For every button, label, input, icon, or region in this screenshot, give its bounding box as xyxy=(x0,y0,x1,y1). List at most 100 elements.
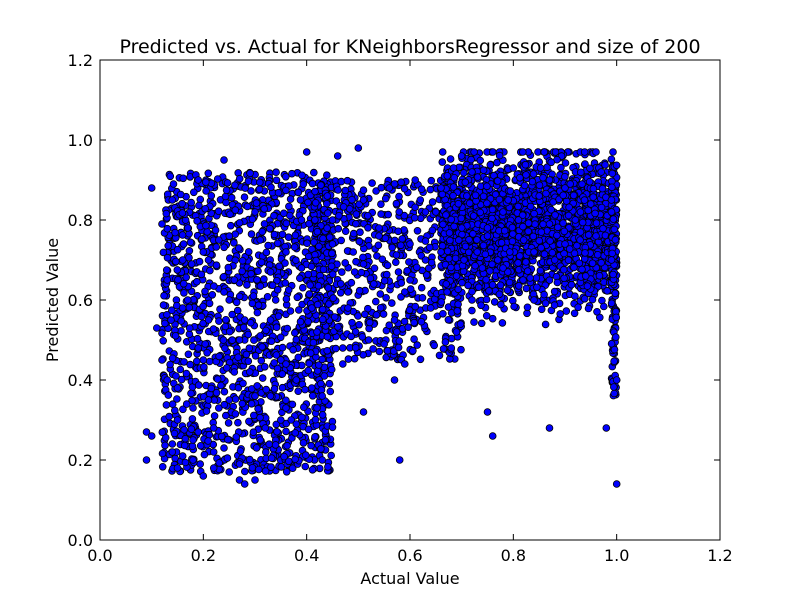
data-point xyxy=(376,290,385,298)
data-point xyxy=(474,283,483,292)
data-point xyxy=(160,291,168,300)
data-point xyxy=(535,237,544,245)
data-point xyxy=(282,219,291,228)
data-point xyxy=(267,183,275,192)
data-point xyxy=(225,296,234,304)
data-point xyxy=(412,263,421,272)
data-point xyxy=(584,304,593,313)
data-point xyxy=(486,267,494,275)
data-point xyxy=(418,293,427,302)
data-point xyxy=(352,220,360,228)
data-point xyxy=(334,224,343,233)
data-point xyxy=(482,295,491,304)
data-point xyxy=(235,292,244,301)
data-point xyxy=(161,319,169,328)
data-point xyxy=(528,177,537,186)
data-point xyxy=(199,356,208,364)
data-point xyxy=(273,364,282,373)
data-point xyxy=(583,282,592,290)
data-point xyxy=(578,180,586,188)
data-point xyxy=(341,186,350,195)
data-point xyxy=(270,359,279,367)
data-point xyxy=(244,357,253,366)
data-point xyxy=(428,226,437,235)
data-point xyxy=(211,226,220,235)
data-point xyxy=(519,276,527,284)
data-point xyxy=(380,340,389,348)
data-point xyxy=(304,270,313,279)
data-point xyxy=(369,345,377,353)
data-point xyxy=(172,257,180,266)
data-point xyxy=(438,158,447,166)
data-point xyxy=(220,243,228,252)
data-point xyxy=(406,276,414,284)
data-point xyxy=(215,352,223,361)
data-point xyxy=(167,316,175,324)
data-point xyxy=(254,301,263,310)
data-point xyxy=(221,344,229,353)
data-point xyxy=(338,344,347,352)
data-point xyxy=(210,412,219,420)
data-point xyxy=(254,267,262,275)
data-point xyxy=(479,166,488,175)
data-point xyxy=(359,408,368,416)
data-point xyxy=(348,196,356,204)
data-point xyxy=(209,325,218,333)
data-point xyxy=(382,270,391,279)
data-point xyxy=(344,355,353,363)
data-point xyxy=(283,324,292,333)
data-point xyxy=(311,216,319,224)
data-point xyxy=(390,316,399,324)
data-point xyxy=(209,448,218,456)
data-point xyxy=(250,336,258,344)
data-point xyxy=(341,227,350,236)
data-point xyxy=(505,248,514,256)
data-point xyxy=(553,278,562,287)
data-point xyxy=(495,151,504,160)
data-point xyxy=(180,426,188,434)
data-point xyxy=(168,306,176,315)
data-point xyxy=(447,344,456,352)
data-point xyxy=(190,188,198,197)
data-point xyxy=(187,260,196,268)
data-point xyxy=(227,193,236,202)
data-point xyxy=(202,178,210,186)
data-point xyxy=(497,300,505,309)
data-point xyxy=(347,278,356,287)
data-point xyxy=(396,241,405,250)
data-point xyxy=(235,244,243,252)
data-point xyxy=(328,423,337,432)
data-point xyxy=(443,288,451,296)
data-point xyxy=(271,441,280,449)
data-point xyxy=(359,260,368,268)
data-point xyxy=(607,256,616,264)
data-point xyxy=(249,428,258,437)
data-point xyxy=(298,413,306,422)
data-point xyxy=(226,210,234,219)
data-point xyxy=(328,249,336,258)
data-point xyxy=(290,243,299,251)
data-point xyxy=(247,230,256,238)
data-point xyxy=(447,215,456,224)
data-point xyxy=(514,259,522,267)
data-point xyxy=(193,277,201,286)
data-point xyxy=(158,462,167,471)
data-point xyxy=(580,196,589,204)
data-point xyxy=(499,208,507,216)
data-point xyxy=(267,454,276,462)
data-point xyxy=(576,168,585,177)
data-point xyxy=(219,272,228,281)
data-point xyxy=(204,396,213,404)
data-point xyxy=(217,432,226,441)
data-point xyxy=(193,334,202,343)
data-point xyxy=(294,353,303,362)
data-point xyxy=(189,404,197,412)
data-point xyxy=(584,231,593,239)
data-point xyxy=(610,225,619,234)
data-point xyxy=(225,327,234,336)
data-point xyxy=(313,227,322,236)
data-point xyxy=(266,316,275,324)
data-point xyxy=(281,279,290,287)
data-point xyxy=(311,199,320,207)
data-point xyxy=(270,230,279,239)
